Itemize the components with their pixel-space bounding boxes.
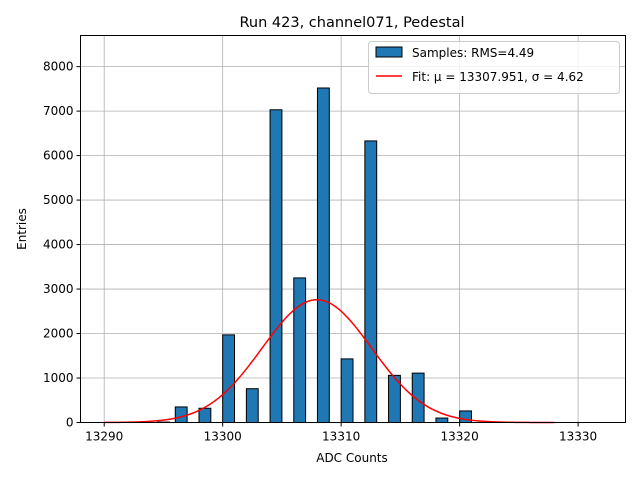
chart-title: Run 423, channel071, Pedestal [239,15,464,31]
y-tick-label: 1000 [43,371,74,385]
histogram-bars [157,87,472,424]
legend-label-samples: Samples: RMS=4.49 [412,46,534,60]
y-tick-label: 8000 [43,60,74,74]
histogram-bar [435,417,449,424]
histogram-bar [364,140,378,423]
fit-curve [104,298,555,424]
y-axis-ticks: 0 1000 2000 3000 4000 5000 6000 7000 8000 [43,60,81,430]
histogram-bar [269,109,283,424]
histogram-bar [198,407,212,423]
legend-box [368,41,620,94]
y-tick-label: 5000 [43,193,74,207]
y-tick-label: 0 [66,416,74,430]
y-tick-label: 2000 [43,327,74,341]
x-tick-label: 13310 [322,430,360,444]
legend-label-fit: Fit: μ = 13307.951, σ = 4.62 [412,70,584,84]
legend: Samples: RMS=4.49 Fit: μ = 13307.951, σ … [368,41,620,94]
y-tick-label: 3000 [43,282,74,296]
histogram-bar [293,277,307,423]
histogram-bar [340,358,354,423]
x-axis-label: ADC Counts [316,451,388,465]
y-tick-label: 6000 [43,149,74,163]
histogram-bar [459,410,472,423]
x-axis-ticks: 13290 13300 13310 13320 13330 [85,422,597,444]
histogram-bar [316,87,330,423]
x-tick-label: 13320 [441,430,479,444]
x-tick-label: 13300 [204,430,242,444]
legend-swatch-samples [375,46,403,58]
x-tick-label: 13290 [85,430,123,444]
y-tick-label: 7000 [43,104,74,118]
histogram-bar [174,406,188,423]
histogram-bar [245,388,259,424]
x-tick-label: 13330 [559,430,597,444]
y-axis-label: Entries [15,208,29,250]
y-tick-label: 4000 [43,238,74,252]
plot-frame [80,35,626,423]
histogram-bar [222,334,236,423]
